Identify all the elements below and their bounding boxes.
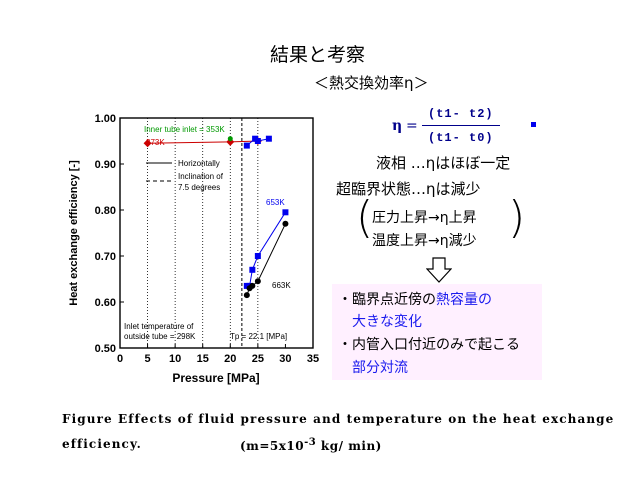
left-paren-icon: ( — [356, 192, 374, 243]
flow-condition-b: kg/ min) — [316, 439, 382, 453]
bullet-marker — [531, 122, 536, 127]
outside-annotation-b: outside tube = 298K — [124, 332, 196, 341]
legend-inclination-a: Inclination of — [178, 172, 224, 181]
data-point-square — [254, 138, 261, 144]
x-tick-label: 15 — [197, 353, 209, 365]
x-tick-label: 20 — [224, 353, 236, 365]
y-axis-label: Heat exchange efficiency [-] — [68, 160, 80, 306]
label-653k: 653K — [266, 198, 285, 207]
series-layer — [143, 135, 289, 299]
y-tick-label: 0.70 — [95, 251, 116, 263]
data-point-circle — [254, 278, 261, 285]
inlet-annotation: Inner tube inlet = 353K — [144, 125, 225, 134]
data-point-square — [254, 253, 261, 259]
data-point-circle — [243, 292, 250, 299]
conclusion-item-1-cont: 大きな変化 — [352, 314, 422, 330]
x-tick-label: 35 — [307, 353, 319, 365]
flow-condition-a: (m=5x10 — [240, 439, 305, 453]
eta-symbol: η — [392, 118, 403, 134]
eta-numerator: (t1- t2) — [428, 107, 494, 121]
plot-frame — [119, 117, 314, 349]
ticks: 0 5 10 15 20 25 30 35 0.50 0.60 0.70 0.80 0.90 1.00 — [95, 113, 320, 365]
legend-inclination-b: 7.5 degrees — [178, 183, 220, 192]
page-title: 結果と考察 — [270, 44, 366, 66]
grid — [147, 118, 259, 348]
note-supercritical: 超臨界状態…ηは減少 — [336, 180, 481, 198]
right-paren-icon: ) — [508, 192, 526, 243]
tp-annotation: Tp = 22.1 [MPa] — [230, 332, 287, 341]
note-liquid: 液相 …ηはほぼ一定 — [376, 154, 511, 172]
data-point-square — [243, 142, 250, 149]
y-tick-label: 0.80 — [95, 205, 116, 217]
eta-equals: = — [406, 118, 418, 134]
flow-condition-exp: -3 — [304, 437, 317, 448]
x-axis-label: Pressure [MPa] — [172, 371, 259, 385]
outside-annotation-a: Inlet temperature of — [124, 322, 194, 331]
x-tick-label: 5 — [145, 353, 151, 365]
x-tick-label: 10 — [169, 353, 181, 365]
y-tick-label: 0.90 — [95, 159, 116, 171]
figure-caption-cont: efficiency. — [62, 437, 142, 451]
data-point-circle — [282, 220, 289, 227]
data-point-square — [249, 266, 256, 273]
data-point-square — [282, 209, 289, 216]
label-663k: 663K — [272, 281, 291, 290]
conclusion-item-1-highlight: 熱容量の — [436, 292, 492, 308]
eta-denominator: (t1- t0) — [428, 131, 494, 145]
conclusion-box — [332, 284, 542, 380]
flow-condition: (m=5x10-3 kg/ min) — [240, 437, 382, 453]
fraction-bar — [422, 125, 500, 126]
label-373k: 373K — [146, 138, 165, 147]
conclusion-item-1-prefix: ・臨界点近傍の — [338, 292, 436, 308]
x-tick-label: 0 — [117, 353, 123, 365]
legend-horizontal: Horizontally — [178, 159, 220, 168]
down-arrow-icon — [426, 257, 452, 283]
y-tick-label: 0.60 — [95, 297, 116, 309]
inlet-marker — [227, 136, 233, 142]
note-pressure-trend: 圧力上昇→η上昇 — [372, 210, 477, 226]
conclusion-item-1: ・臨界点近傍の熱容量の — [338, 289, 492, 309]
data-point-square — [265, 135, 272, 142]
page-subtitle: ＜熱交換効率η＞ — [314, 74, 429, 92]
note-temperature-trend: 温度上昇→η減少 — [372, 233, 477, 249]
figure-caption: Figure Effects of fluid pressure and tem… — [62, 412, 615, 426]
y-tick-label: 0.50 — [95, 343, 116, 355]
x-tick-label: 30 — [279, 353, 291, 365]
data-point-circle — [249, 282, 256, 289]
y-tick-label: 1.00 — [95, 113, 116, 125]
conclusion-item-2: ・内管入口付近のみで起こる — [338, 337, 520, 353]
conclusion-item-2-cont: 部分対流 — [352, 360, 408, 376]
x-tick-label: 25 — [252, 353, 264, 365]
data-point-diamond — [143, 139, 152, 148]
